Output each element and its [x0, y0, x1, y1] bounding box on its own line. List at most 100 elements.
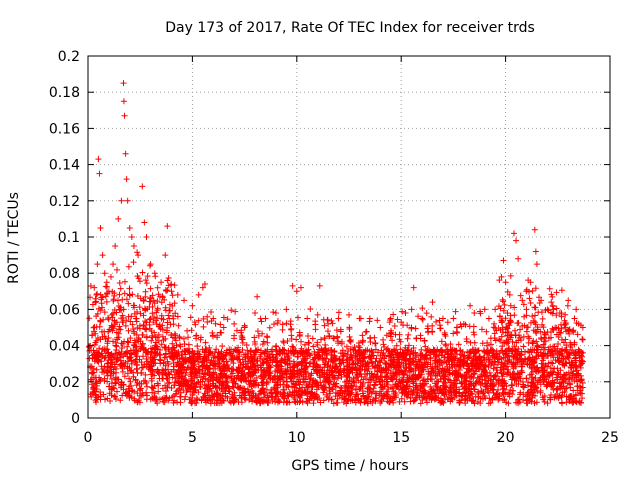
data-point — [522, 349, 529, 356]
data-point — [141, 219, 148, 226]
data-point — [332, 389, 339, 396]
data-point — [447, 347, 454, 354]
data-point — [487, 385, 494, 392]
data-point — [363, 361, 370, 368]
data-point — [191, 384, 198, 391]
data-point — [117, 357, 124, 364]
data-point — [349, 357, 356, 364]
data-point — [176, 355, 183, 362]
data-point — [150, 314, 157, 321]
data-point — [385, 361, 392, 368]
data-point — [181, 376, 188, 383]
data-point — [572, 374, 579, 381]
data-point — [87, 282, 94, 289]
data-point — [101, 363, 108, 370]
data-point — [262, 370, 269, 377]
data-point — [92, 299, 99, 306]
data-point — [348, 354, 355, 361]
data-point — [255, 367, 262, 374]
data-point — [132, 339, 139, 346]
data-point — [311, 351, 318, 358]
data-point — [484, 342, 491, 349]
data-point — [127, 318, 134, 325]
data-point — [155, 382, 162, 389]
data-point — [336, 356, 343, 363]
data-point — [136, 278, 143, 285]
data-point — [312, 326, 319, 333]
data-point — [260, 385, 267, 392]
data-point — [207, 359, 214, 366]
data-point — [204, 319, 211, 326]
data-point — [503, 337, 510, 344]
data-point — [558, 321, 565, 328]
data-point — [103, 279, 110, 286]
data-point — [410, 379, 417, 386]
data-point — [501, 302, 508, 309]
data-point — [94, 261, 101, 268]
data-point — [553, 386, 560, 393]
data-point — [163, 354, 170, 361]
data-point — [365, 384, 372, 391]
data-point — [244, 386, 251, 393]
data-point — [421, 381, 428, 388]
data-point — [499, 347, 506, 354]
data-point — [99, 252, 106, 259]
data-point — [396, 398, 403, 405]
data-point — [188, 375, 195, 382]
data-point — [290, 378, 297, 385]
data-point — [460, 320, 467, 327]
data-point — [327, 390, 334, 397]
data-point — [539, 394, 546, 401]
data-point — [260, 357, 267, 364]
data-point — [523, 286, 530, 293]
data-point — [283, 374, 290, 381]
data-point — [404, 394, 411, 401]
data-point — [506, 291, 513, 298]
data-point — [565, 369, 572, 376]
data-point — [490, 365, 497, 372]
data-point — [299, 350, 306, 357]
data-point — [397, 338, 404, 345]
data-point — [270, 374, 277, 381]
data-point — [180, 356, 187, 363]
data-point — [126, 224, 133, 231]
data-point — [146, 321, 153, 328]
data-point — [254, 328, 261, 335]
data-point — [369, 388, 376, 395]
data-point — [486, 375, 493, 382]
data-point — [470, 361, 477, 368]
data-point — [123, 176, 130, 183]
data-point — [455, 341, 462, 348]
data-point — [444, 319, 451, 326]
data-point — [110, 310, 117, 317]
data-point — [466, 323, 473, 330]
data-point — [104, 369, 111, 376]
data-point — [555, 333, 562, 340]
data-point — [114, 297, 121, 304]
data-point — [279, 391, 286, 398]
data-point — [401, 398, 408, 405]
data-point — [90, 347, 97, 354]
data-point — [254, 293, 261, 300]
data-point — [384, 345, 391, 352]
data-point — [566, 330, 573, 337]
data-point — [502, 348, 509, 355]
data-point — [575, 320, 582, 327]
data-point — [191, 380, 198, 387]
data-point — [224, 316, 231, 323]
data-point — [256, 400, 263, 407]
data-point — [142, 326, 149, 333]
data-point — [217, 321, 224, 328]
data-point — [524, 392, 531, 399]
data-point — [236, 365, 243, 372]
data-point — [499, 326, 506, 333]
data-point — [304, 333, 311, 340]
data-point — [136, 325, 143, 332]
data-point — [297, 398, 304, 405]
data-point — [159, 371, 166, 378]
data-point — [325, 320, 332, 327]
data-point — [93, 291, 100, 298]
data-point — [487, 377, 494, 384]
data-point — [548, 347, 555, 354]
data-point — [511, 327, 518, 334]
